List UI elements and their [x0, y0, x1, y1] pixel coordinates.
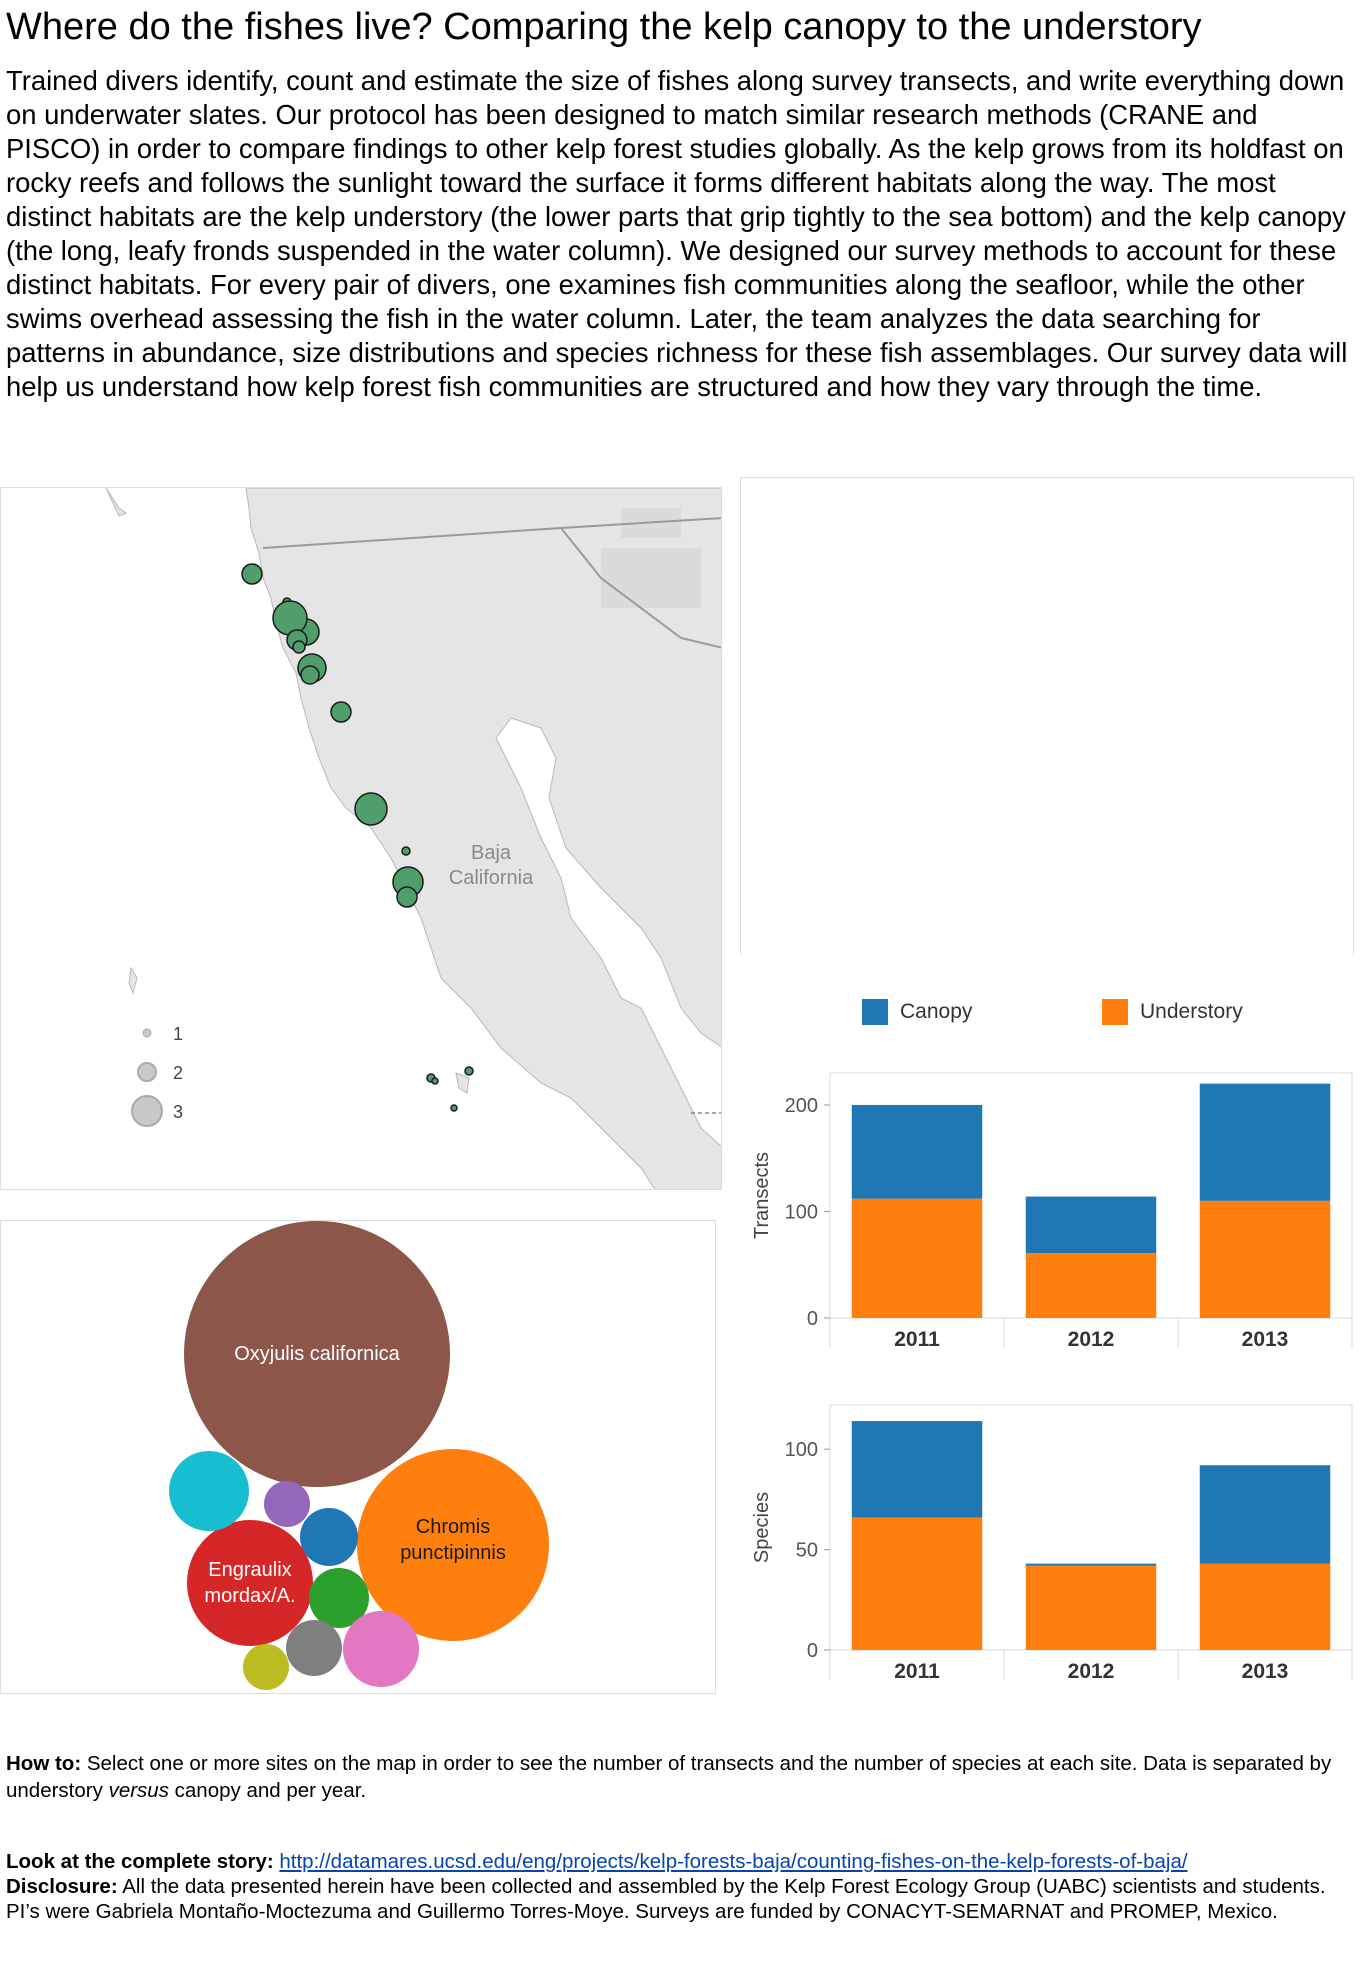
- y-tick-label: 200: [785, 1095, 818, 1117]
- site-marker[interactable]: [241, 563, 263, 585]
- bubble-gray[interactable]: [286, 1620, 342, 1676]
- bar-understory-2011[interactable]: [851, 1198, 983, 1318]
- how-to-text: How to: Select one or more sites on the …: [6, 1750, 1346, 1804]
- legend-item-canopy[interactable]: Canopy: [862, 996, 972, 1028]
- bubble-olive[interactable]: [243, 1644, 289, 1690]
- y-axis-label: Transects: [751, 1152, 773, 1239]
- border-line-2: [560, 527, 721, 649]
- size-legend: 1 2 3: [131, 1024, 183, 1127]
- how-to-body-1: Select one or more sites on the map in o…: [6, 1752, 1332, 1802]
- bubble-cyan[interactable]: [169, 1451, 249, 1531]
- legend-swatch-understory: [1102, 999, 1128, 1025]
- x-tick-label: 2012: [1068, 1328, 1115, 1351]
- story-disclosure: Look at the complete story: http://datam…: [6, 1849, 1346, 1924]
- legend-swatch-canopy: [862, 999, 888, 1025]
- y-axis-label: Species: [751, 1492, 773, 1563]
- region-label-line2: California: [449, 867, 534, 889]
- site-marker[interactable]: [464, 1066, 474, 1076]
- bar-canopy-2011[interactable]: [851, 1104, 983, 1199]
- site-marker[interactable]: [354, 792, 388, 826]
- bar-understory-2011[interactable]: [851, 1517, 983, 1650]
- x-tick-label: 2011: [894, 1660, 940, 1683]
- y-tick-label: 100: [785, 1439, 818, 1461]
- y-tick-label: 0: [807, 1640, 818, 1662]
- bubble-label-chromis-1: Chromis: [416, 1516, 490, 1538]
- legend-label-understory: Understory: [1140, 1000, 1243, 1023]
- intro-paragraph: Trained divers identify, count and estim…: [6, 65, 1348, 402]
- site-marker[interactable]: [292, 640, 306, 654]
- size-legend-label-1: 1: [173, 1024, 183, 1044]
- bubble-green[interactable]: [309, 1568, 369, 1628]
- story-label: Look at the complete story:: [6, 1850, 274, 1873]
- bar-canopy-2012[interactable]: [1025, 1563, 1157, 1566]
- bubble-label-engraulix-1: Engraulix: [208, 1559, 291, 1581]
- bubble-oxyjulis[interactable]: [184, 1221, 450, 1487]
- how-to-body-2: canopy and per year.: [168, 1779, 367, 1802]
- site-marker[interactable]: [300, 665, 320, 685]
- site-marker[interactable]: [396, 886, 418, 908]
- site-marker[interactable]: [272, 600, 308, 636]
- how-to-italic: versus: [108, 1779, 169, 1802]
- bubble-purple[interactable]: [264, 1481, 310, 1527]
- y-tick-label: 100: [785, 1201, 818, 1223]
- legend-label-canopy: Canopy: [900, 1000, 973, 1023]
- bar-understory-2013[interactable]: [1199, 1200, 1331, 1318]
- island-north: [105, 488, 128, 517]
- disclosure-text: All the data presented herein have been …: [6, 1875, 1326, 1923]
- site-marker[interactable]: [401, 846, 411, 856]
- x-tick-label: 2013: [1242, 1328, 1289, 1351]
- mainland-land: [245, 488, 721, 1189]
- bar-canopy-2013[interactable]: [1199, 1465, 1331, 1564]
- size-legend-dot-1: [142, 1028, 152, 1038]
- bubble-label-chromis-2: punctipinnis: [400, 1542, 506, 1564]
- story-link[interactable]: http://datamares.ucsd.edu/eng/projects/k…: [279, 1850, 1188, 1873]
- size-legend-dot-3: [131, 1095, 163, 1127]
- bar-canopy-2013[interactable]: [1199, 1083, 1331, 1201]
- bubble-label-oxyjulis: Oxyjulis californica: [234, 1343, 400, 1365]
- site-marker[interactable]: [450, 1104, 458, 1112]
- bar-understory-2013[interactable]: [1199, 1563, 1331, 1650]
- x-tick-label: 2011: [894, 1328, 940, 1351]
- map-canvas[interactable]: Baja California 1 2: [1, 488, 722, 1190]
- bar-understory-2012[interactable]: [1025, 1565, 1157, 1650]
- bar-understory-2012[interactable]: [1025, 1253, 1157, 1318]
- site-marker[interactable]: [330, 701, 352, 723]
- land-tint-1: [601, 548, 701, 608]
- site-map[interactable]: Baja California 1 2: [0, 487, 722, 1190]
- detail-panel: [740, 477, 1354, 955]
- legend-item-understory[interactable]: Understory: [1102, 996, 1243, 1028]
- size-legend-dot-2: [137, 1062, 157, 1082]
- bubble-canvas[interactable]: Oxyjulis californica Chromis punctipinni…: [1, 1221, 716, 1694]
- size-legend-label-3: 3: [173, 1102, 183, 1122]
- species-bubble-chart[interactable]: Oxyjulis californica Chromis punctipinni…: [0, 1220, 716, 1694]
- bubble-blue[interactable]: [300, 1508, 358, 1566]
- bar-canopy-2011[interactable]: [851, 1421, 983, 1518]
- region-label-line1: Baja: [471, 842, 512, 864]
- species-chart[interactable]: 0 50 100 Species 2011 2012 2013: [740, 1400, 1360, 1720]
- y-tick-label: 0: [807, 1308, 818, 1330]
- x-tick-label: 2012: [1068, 1660, 1115, 1683]
- y-tick-label: 50: [796, 1540, 818, 1562]
- island-small: [128, 966, 138, 995]
- size-legend-label-2: 2: [173, 1063, 183, 1083]
- bar-canopy-2012[interactable]: [1025, 1196, 1157, 1254]
- bubble-pink[interactable]: [343, 1611, 419, 1687]
- x-tick-label: 2013: [1242, 1660, 1289, 1683]
- site-markers[interactable]: [241, 563, 474, 1112]
- disclosure-label: Disclosure:: [6, 1875, 118, 1898]
- how-to-label: How to:: [6, 1752, 82, 1775]
- bubble-chromis[interactable]: [357, 1449, 549, 1641]
- series-legend[interactable]: Canopy Understory: [862, 996, 1342, 1036]
- page-title: Where do the fishes live? Comparing the …: [6, 6, 1202, 48]
- site-marker[interactable]: [431, 1077, 439, 1085]
- island-cedros: [455, 1072, 470, 1094]
- bubble-label-engraulix-2: mordax/A.: [204, 1585, 295, 1607]
- bubble-engraulix[interactable]: [187, 1520, 313, 1646]
- transects-chart[interactable]: 0 100 200 Transects 2011 2012 2013: [740, 1068, 1360, 1388]
